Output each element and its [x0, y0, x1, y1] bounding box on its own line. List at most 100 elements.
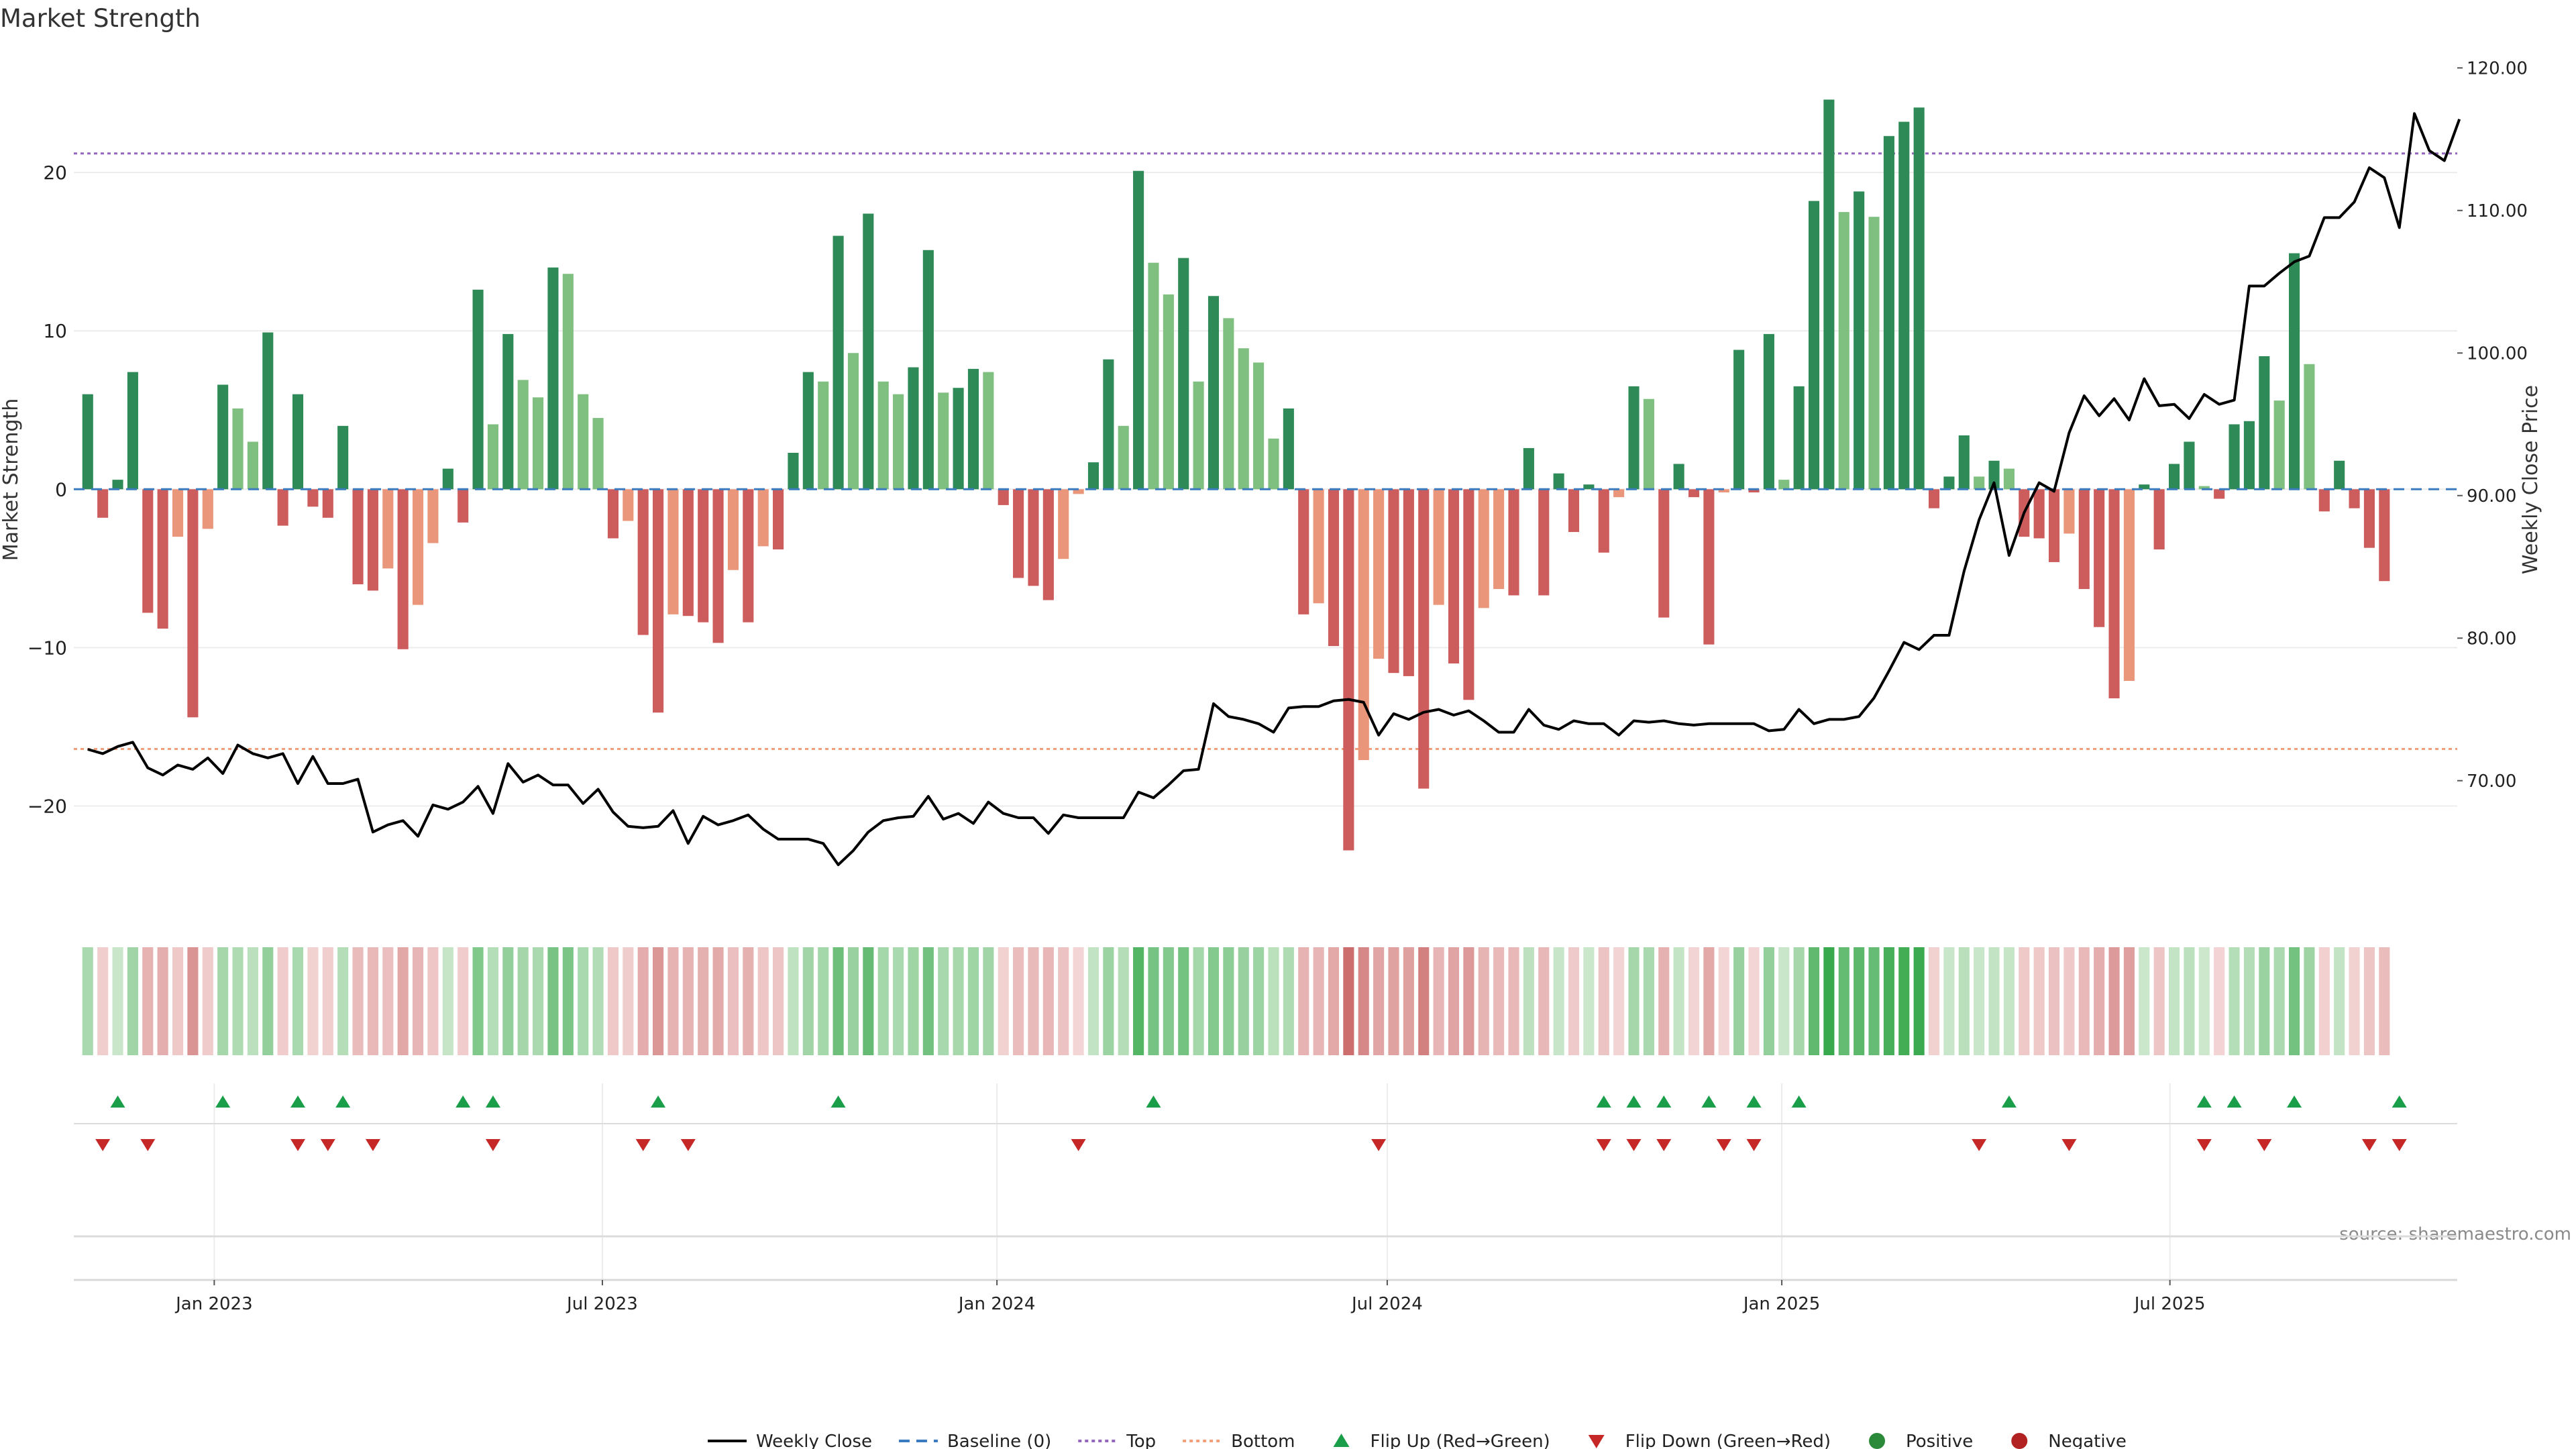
strength-bar [277, 489, 288, 526]
heatmap-cell [1658, 947, 1670, 1055]
flip-down-marker [1371, 1139, 1387, 1151]
strength-bar [1087, 462, 1099, 490]
flip-down-marker [140, 1139, 156, 1151]
strength-bar [517, 380, 529, 490]
y2-tick-label: 80.00 [2467, 629, 2516, 649]
heatmap-cell [2259, 947, 2270, 1055]
heatmap-cell [1208, 947, 1220, 1055]
strength-bar [922, 250, 934, 490]
heatmap-cell [2379, 947, 2390, 1055]
strength-bar [1898, 121, 1910, 490]
flip-down-marker [2061, 1139, 2077, 1151]
heatmap-cell [863, 947, 874, 1055]
strength-bar [1628, 386, 1640, 490]
strength-bar [607, 489, 619, 539]
heatmap-cell [1823, 947, 1835, 1055]
strength-bar [352, 489, 364, 584]
heatmap-cell [653, 947, 664, 1055]
heatmap-cell [2243, 947, 2255, 1055]
flip-down-marker [2257, 1139, 2272, 1151]
heatmap-cell [367, 947, 378, 1055]
strength-bar [1913, 107, 1925, 490]
heatmap-cell [1854, 947, 1865, 1055]
strength-bar [547, 267, 559, 490]
flip-up-marker [1596, 1095, 1611, 1108]
heatmap-cell [2304, 947, 2315, 1055]
strength-bar [292, 394, 304, 490]
heatmap-cell [458, 947, 469, 1055]
heatmap-cell [562, 947, 574, 1055]
strength-bar [2243, 421, 2255, 490]
heatmap-cell [1013, 947, 1024, 1055]
strength-bar [2214, 489, 2225, 499]
heatmap-cell [1403, 947, 1414, 1055]
flip-down-marker [320, 1139, 335, 1151]
strength-bar [2108, 489, 2120, 698]
strength-bar [1373, 489, 1385, 659]
strength-bar [2229, 424, 2240, 490]
heatmap-cell [967, 947, 979, 1055]
strength-bar [1823, 99, 1835, 490]
heatmap-cell [202, 947, 213, 1055]
legend-label: Bottom [1231, 1432, 1295, 1449]
chart-title: Market Strength [0, 4, 201, 33]
strength-bar [2094, 489, 2105, 627]
strength-bar [1058, 489, 1069, 559]
strength-bar [653, 489, 664, 713]
strength-bar [1223, 318, 1234, 490]
flip-down-marker [1972, 1139, 1987, 1151]
heatmap-cell [1718, 947, 1729, 1055]
heatmap-cell [232, 947, 244, 1055]
strength-bar [202, 489, 213, 529]
strength-bar [1028, 489, 1039, 586]
heatmap-cell [1433, 947, 1444, 1055]
flip-up-marker [2001, 1095, 2017, 1108]
heatmap-cell [172, 947, 184, 1055]
strength-bar [1808, 201, 1820, 490]
heatmap-cell [2229, 947, 2240, 1055]
heatmap-cell [142, 947, 154, 1055]
strength-bar [983, 372, 994, 490]
strength-bar [1418, 489, 1430, 789]
flip-up-marker [1791, 1095, 1807, 1108]
heatmap-cell [1778, 947, 1790, 1055]
flip-down-marker [1656, 1139, 1672, 1151]
strength-bar [833, 235, 844, 490]
x-tick-label: Jan 2023 [174, 1294, 253, 1314]
heatmap-cell [1148, 947, 1159, 1055]
heatmap-cell [1868, 947, 1880, 1055]
strength-bar [698, 489, 709, 623]
x-tick-label: Jul 2023 [566, 1294, 638, 1314]
flip-up-marker [110, 1095, 125, 1108]
heatmap-cell [1598, 947, 1609, 1055]
heatmap-cell [2139, 947, 2150, 1055]
legend-swatch-dot [2011, 1433, 2028, 1449]
y-tick-label: −20 [28, 796, 67, 818]
strength-bar [1493, 489, 1505, 590]
strength-bar [2334, 460, 2345, 490]
heatmap-cell [1898, 947, 1910, 1055]
heatmap-cell [2048, 947, 2060, 1055]
strength-bar [2003, 468, 2015, 490]
strength-bar [682, 489, 694, 616]
heatmap-cell [682, 947, 694, 1055]
heatmap-cell [487, 947, 498, 1055]
strength-bar [1763, 333, 1774, 490]
heatmap-cell [1313, 947, 1324, 1055]
heatmap-cell [1268, 947, 1279, 1055]
y-tick-label: −10 [28, 637, 67, 659]
heatmap-cell [277, 947, 288, 1055]
strength-bar [1508, 489, 1519, 596]
strength-bar [1253, 362, 1265, 490]
heatmap-cell [2184, 947, 2195, 1055]
strength-bar [1643, 398, 1654, 490]
legend-swatch-dot [1869, 1433, 1886, 1449]
heatmap-cell [698, 947, 709, 1055]
strength-bar [1568, 489, 1580, 533]
heatmap-cell [667, 947, 679, 1055]
strength-bar [322, 489, 333, 518]
strength-bar [2349, 489, 2360, 508]
flip-up-marker [2196, 1095, 2212, 1108]
strength-bar [2379, 489, 2390, 582]
heatmap-cell [1763, 947, 1774, 1055]
